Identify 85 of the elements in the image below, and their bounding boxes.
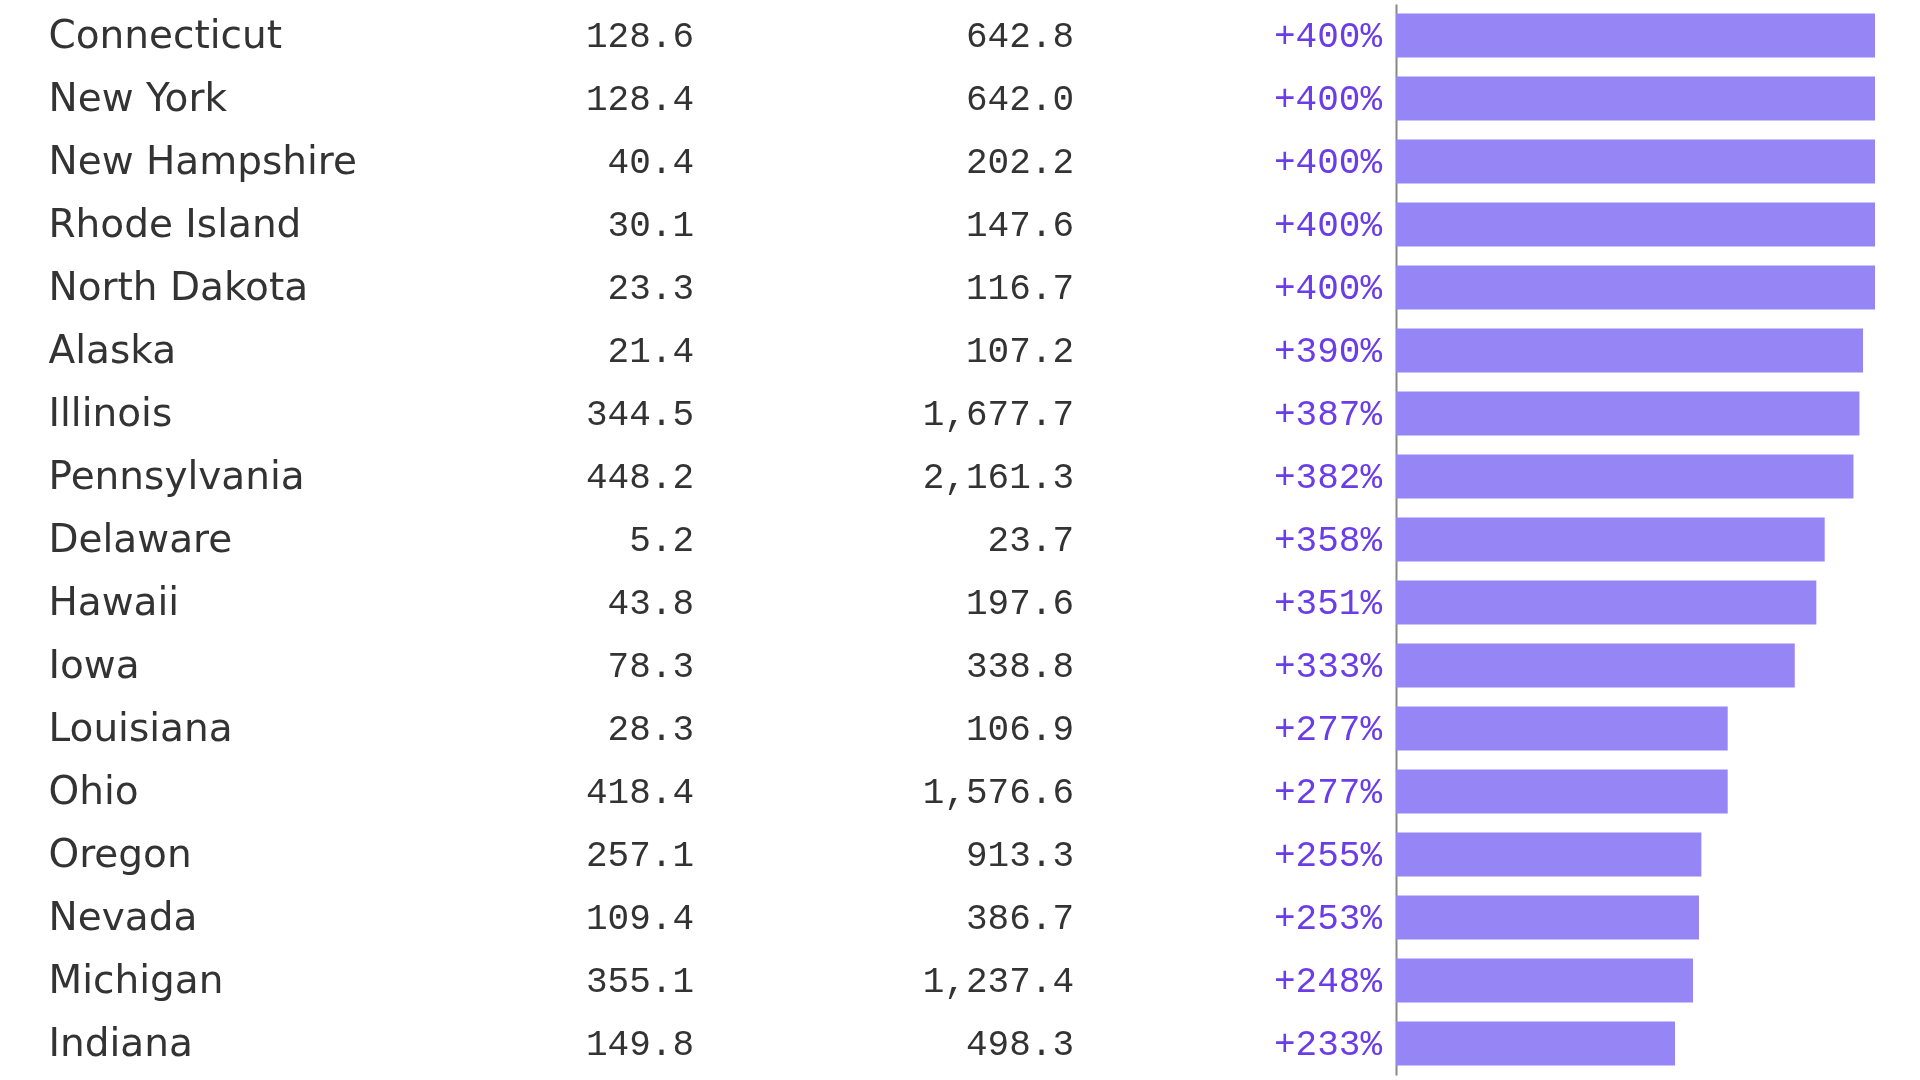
bar <box>1396 643 1795 688</box>
data-label: +400% <box>1273 205 1383 247</box>
bar <box>1396 1021 1676 1066</box>
bar <box>1396 265 1875 310</box>
text: 355.1 <box>585 961 694 1003</box>
data-label: +400% <box>1273 79 1383 121</box>
y-tick-label: North Dakota <box>48 263 309 309</box>
text: 23.7 <box>987 520 1074 562</box>
text: 43.8 <box>607 583 694 625</box>
text: 128.4 <box>585 79 694 121</box>
bar <box>1396 202 1875 247</box>
text: 642.8 <box>965 16 1074 58</box>
y-tick-label: New York <box>48 74 228 120</box>
data-label: +400% <box>1273 268 1383 310</box>
y-tick-label: Louisiana <box>48 704 233 750</box>
text: 128.6 <box>585 16 694 58</box>
bar <box>1396 76 1875 121</box>
bar <box>1396 706 1728 751</box>
bar <box>1396 13 1875 58</box>
text: 418.4 <box>585 772 694 814</box>
bar <box>1396 580 1817 625</box>
text: 5.2 <box>629 520 694 562</box>
bar <box>1396 391 1860 436</box>
text: 1,237.4 <box>922 961 1074 1003</box>
text: 448.2 <box>585 457 694 499</box>
text: 1,677.7 <box>922 394 1074 436</box>
text: 40.4 <box>607 142 694 184</box>
text: 498.3 <box>965 1024 1074 1066</box>
text: 197.6 <box>965 583 1074 625</box>
data-label: +351% <box>1273 583 1383 625</box>
bar <box>1396 769 1728 814</box>
text: 257.1 <box>585 835 694 877</box>
data-label: +333% <box>1273 646 1383 688</box>
data-label: +400% <box>1273 16 1383 58</box>
y-tick-label: Indiana <box>48 1019 193 1065</box>
bar <box>1396 958 1693 1003</box>
data-label: +277% <box>1273 709 1383 751</box>
y-tick-label: Connecticut <box>48 11 283 57</box>
y-tick-label: New Hampshire <box>48 137 357 183</box>
y-tick-label: Iowa <box>48 641 140 687</box>
data-label: +387% <box>1273 394 1383 436</box>
text: 202.2 <box>965 142 1074 184</box>
data-label: +400% <box>1273 142 1383 184</box>
text: 2,161.3 <box>922 457 1074 499</box>
y-tick-label: Rhode Island <box>48 200 302 246</box>
text: 913.3 <box>965 835 1074 877</box>
bar <box>1396 139 1875 184</box>
data-label: +255% <box>1273 835 1383 877</box>
data-label: +382% <box>1273 457 1383 499</box>
y-tick-label: Ohio <box>48 767 139 813</box>
y-tick-label: Alaska <box>48 326 177 372</box>
data-label: +253% <box>1273 898 1383 940</box>
bar <box>1396 895 1699 940</box>
text: 78.3 <box>607 646 694 688</box>
text: 147.6 <box>965 205 1074 247</box>
y-tick-label: Hawaii <box>48 578 180 624</box>
text: 116.7 <box>965 268 1074 310</box>
text: 106.9 <box>965 709 1074 751</box>
bar <box>1396 328 1864 373</box>
data-label: +390% <box>1273 331 1383 373</box>
text: 149.8 <box>585 1024 694 1066</box>
y-tick-label: Nevada <box>48 893 198 939</box>
text: 642.0 <box>965 79 1074 121</box>
text: 23.3 <box>607 268 694 310</box>
y-tick-label: Oregon <box>48 830 192 876</box>
bar <box>1396 832 1702 877</box>
text: 109.4 <box>585 898 694 940</box>
text: 386.7 <box>965 898 1074 940</box>
text: 107.2 <box>965 331 1074 373</box>
y-tick-label: Pennsylvania <box>48 452 305 498</box>
data-label: +248% <box>1273 961 1383 1003</box>
text: 344.5 <box>585 394 694 436</box>
text: 28.3 <box>607 709 694 751</box>
text: 1,576.6 <box>922 772 1074 814</box>
bar <box>1396 454 1854 499</box>
data-label: +358% <box>1273 520 1383 562</box>
y-tick-label: Michigan <box>48 956 224 1002</box>
text: 338.8 <box>965 646 1074 688</box>
y-tick-label: Delaware <box>48 515 233 561</box>
data-label: +233% <box>1273 1024 1383 1066</box>
text: 30.1 <box>607 205 694 247</box>
text: 21.4 <box>607 331 694 373</box>
bar <box>1396 517 1825 562</box>
y-tick-label: Illinois <box>48 389 173 435</box>
data-label: +277% <box>1273 772 1383 814</box>
